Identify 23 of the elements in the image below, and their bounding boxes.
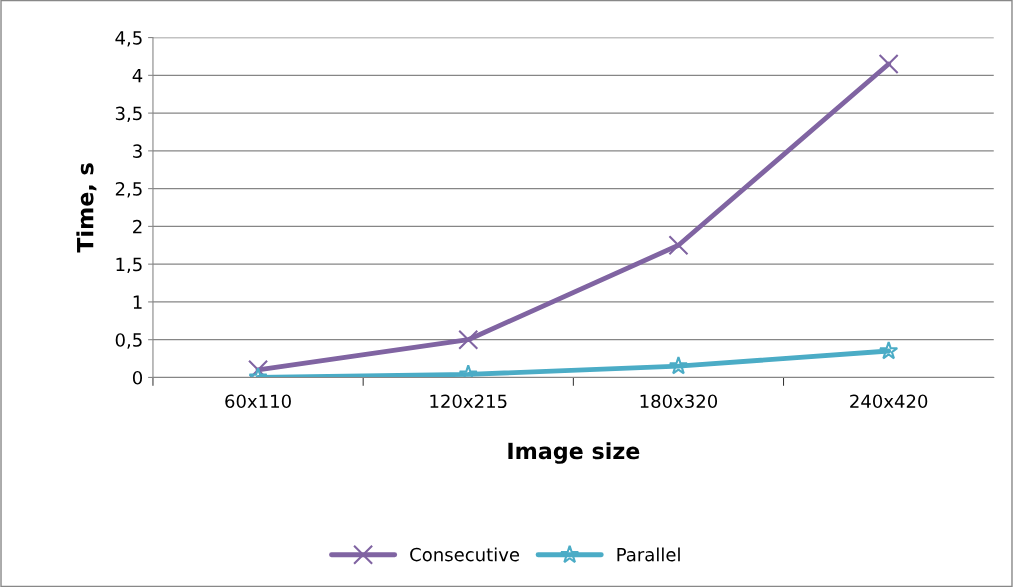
point xyxy=(878,53,899,75)
x-axis-title: Image size xyxy=(508,442,640,464)
legend-label: Parallel xyxy=(617,547,680,562)
x-tick-label: 240x420 xyxy=(850,394,928,409)
y-tick-label: 1,5 xyxy=(116,257,142,274)
y-tick-label: 3,5 xyxy=(115,106,142,123)
y-tick-label: 0 xyxy=(132,370,143,385)
x-tick-label: 120x215 xyxy=(430,394,507,409)
point xyxy=(879,340,899,360)
y-tick-label: 3 xyxy=(133,144,142,158)
y-axis-title: Time, s xyxy=(76,163,97,253)
y-tick-label: 4 xyxy=(132,69,143,83)
y-tick-label: 2 xyxy=(133,219,142,234)
x-tick-label: 180x320 xyxy=(640,394,718,409)
point xyxy=(668,235,689,256)
point xyxy=(668,356,689,375)
y-tick-label: 1 xyxy=(133,295,142,309)
y-tick-label: 2,5 xyxy=(115,182,142,198)
legend-label: Consecutive xyxy=(410,547,520,562)
y-tick-label: 0,5 xyxy=(115,333,142,349)
point xyxy=(458,329,479,350)
y-tick-label: 4,5 xyxy=(115,31,142,47)
x-tick-label: 60x110 xyxy=(225,394,291,409)
